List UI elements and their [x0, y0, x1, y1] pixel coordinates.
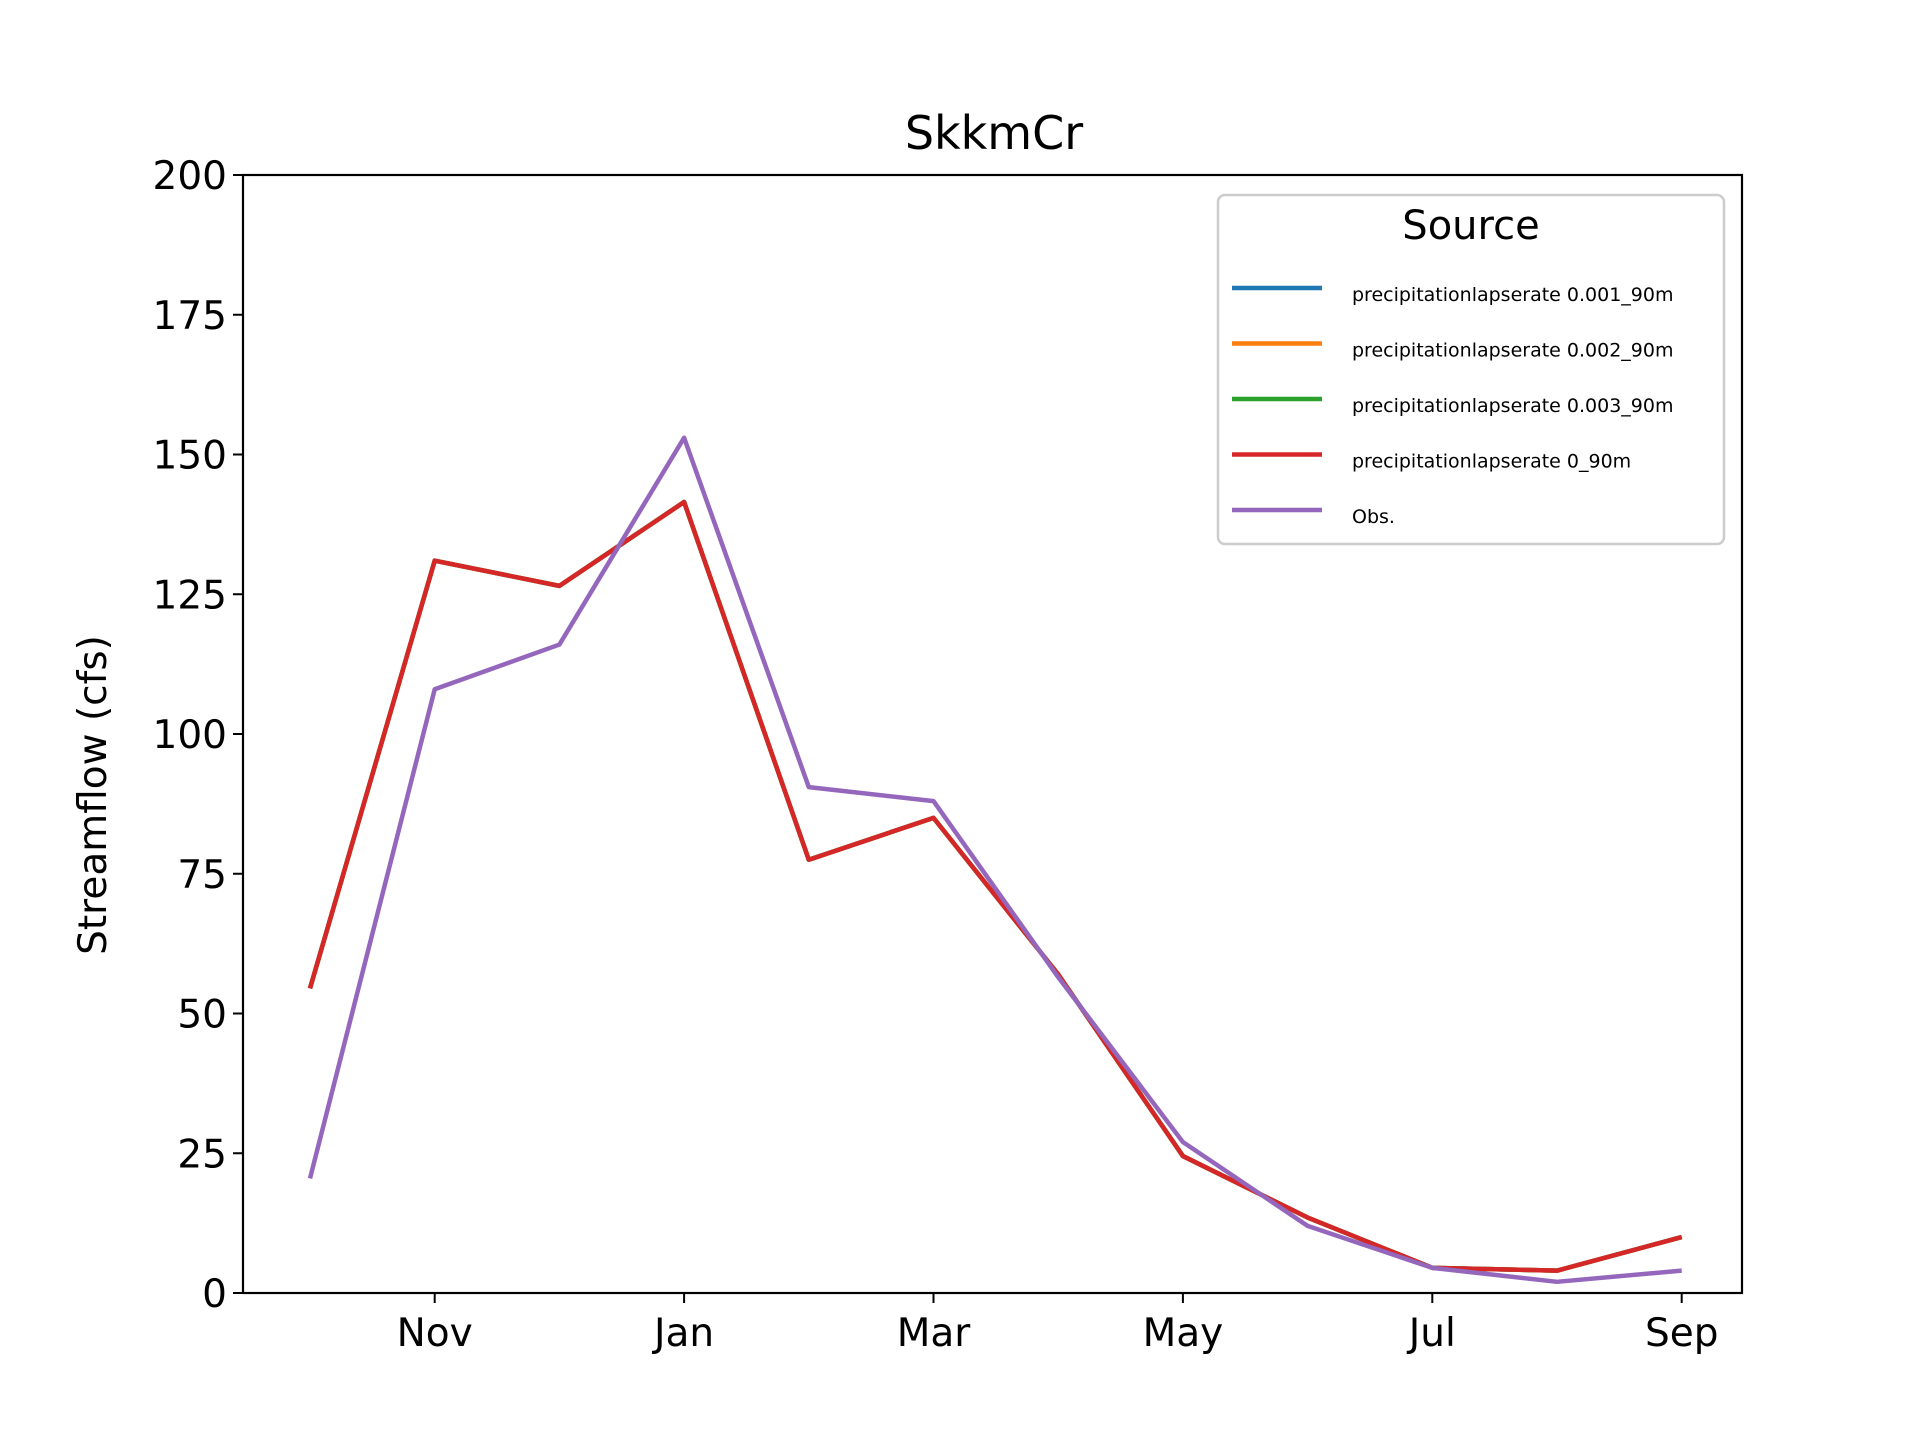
- legend-entry-label: Obs.: [1352, 506, 1395, 528]
- legend-box: [1216, 193, 1726, 546]
- y-axis-label: Streamflow (cfs): [71, 635, 116, 955]
- y-tick-label: 175: [153, 294, 227, 339]
- x-tick-label: Jan: [651, 1311, 714, 1356]
- legend-title: Source: [1402, 203, 1539, 249]
- y-tick-label: 0: [202, 1272, 227, 1317]
- legend: Source precipitationlapserate 0.001_90mpr…: [1216, 193, 1726, 546]
- legend-entry-label: precipitationlapserate 0.002_90m: [1352, 340, 1673, 362]
- legend-entry-label: precipitationlapserate 0.003_90m: [1352, 395, 1673, 417]
- y-tick-label: 150: [153, 434, 227, 479]
- y-tick-label: 25: [177, 1132, 227, 1177]
- y-tick-label: 100: [153, 713, 227, 758]
- legend-entry-label: precipitationlapserate 0_90m: [1352, 451, 1631, 473]
- x-tick-label: Jul: [1406, 1311, 1456, 1356]
- chart-title: SkkmCr: [905, 106, 1083, 160]
- y-tick-label: 125: [153, 573, 227, 618]
- plot-area: 0 25 50 75 100 125 150 175 200 Nov Jan Mar May Jul Sep: [153, 154, 1744, 1356]
- series-line-4: [307, 435, 1682, 1285]
- x-tick-label: Nov: [397, 1311, 473, 1356]
- y-tick-label: 75: [177, 853, 227, 898]
- x-tick-label: May: [1143, 1311, 1224, 1356]
- y-tick-label: 50: [177, 993, 227, 1038]
- legend-entry-label: precipitationlapserate 0.001_90m: [1352, 284, 1673, 306]
- x-tick-label: Mar: [897, 1311, 972, 1356]
- y-tick-label: 200: [153, 154, 227, 199]
- x-tick-label: Sep: [1645, 1311, 1719, 1356]
